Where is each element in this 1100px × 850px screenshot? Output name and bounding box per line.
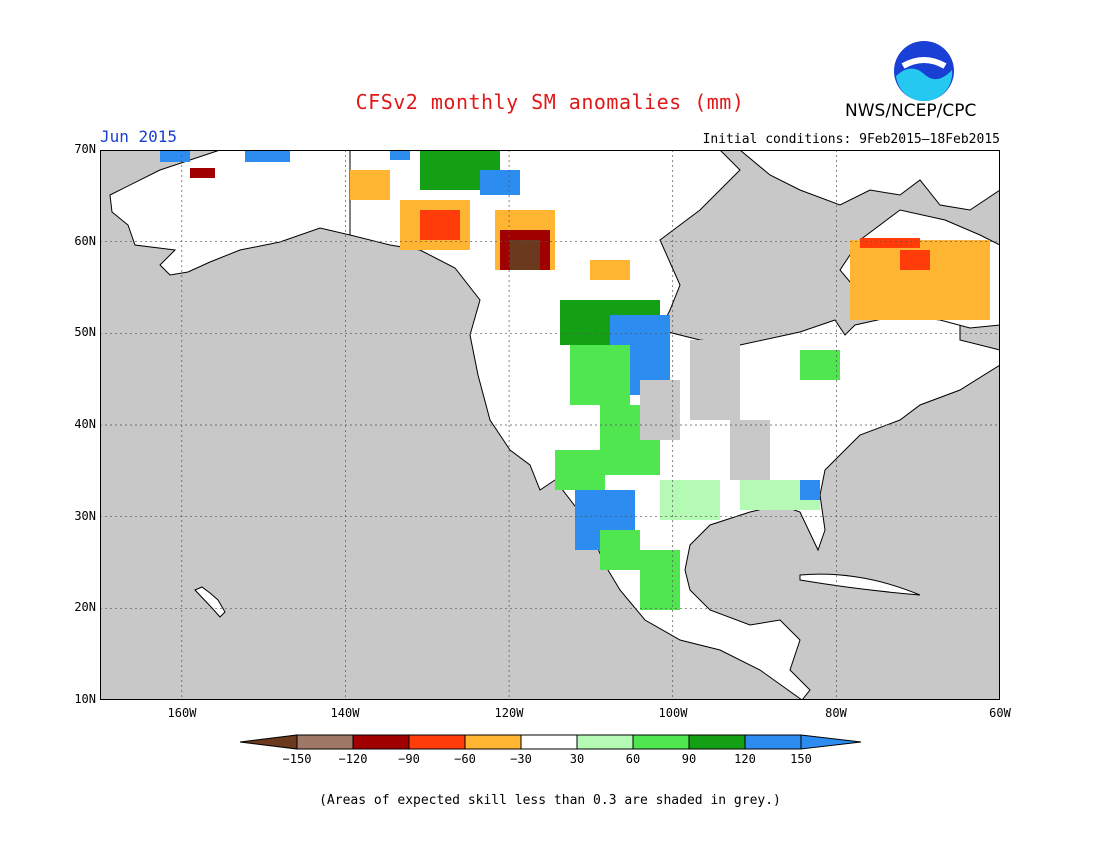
anomaly-cell — [555, 450, 605, 490]
lat-label: 70N — [74, 142, 96, 156]
anomaly-cell — [640, 550, 680, 610]
legend-tick-label: 150 — [790, 752, 812, 766]
arctic-islands — [739, 150, 1000, 211]
legend-swatch — [800, 734, 862, 750]
anomaly-map — [100, 150, 1000, 700]
anomaly-cell — [900, 250, 930, 270]
cuba — [799, 573, 921, 596]
lon-label: 60W — [989, 706, 1011, 720]
legend-tick-label: 60 — [625, 752, 641, 766]
anomaly-cell — [350, 170, 390, 200]
lat-label: 10N — [74, 692, 96, 706]
forecast-period: Jun 2015 — [100, 127, 178, 146]
lat-label: 60N — [74, 234, 96, 248]
legend-tick-label: −60 — [454, 752, 476, 766]
lon-label: 140W — [330, 706, 360, 720]
legend-swatch — [352, 734, 410, 750]
legend-swatch — [576, 734, 634, 750]
legend-swatch — [296, 734, 354, 750]
lon-label: 160W — [167, 706, 197, 720]
legend-swatch — [632, 734, 690, 750]
lat-label: 50N — [74, 325, 96, 339]
masked-cell — [640, 380, 680, 440]
anomaly-cell — [510, 240, 540, 270]
lat-label: 40N — [74, 417, 96, 431]
map-title: CFSv2 monthly SM anomalies (mm) — [355, 90, 745, 114]
legend-tick-label: 120 — [734, 752, 756, 766]
legend-tick-label: −120 — [338, 752, 368, 766]
legend-tick-label: 30 — [569, 752, 585, 766]
masked-regions — [640, 340, 770, 480]
legend-tick-label: −30 — [510, 752, 532, 766]
color-legend — [240, 734, 862, 750]
noaa-logo — [894, 41, 954, 102]
anomaly-cell — [660, 480, 720, 520]
graticule — [100, 150, 1000, 700]
anomaly-cell — [480, 170, 520, 195]
anomaly-cell — [160, 150, 190, 162]
org-label: NWS/NCEP/CPC — [845, 101, 977, 121]
anomaly-cell — [570, 345, 630, 405]
legend-tick-label: −150 — [282, 752, 312, 766]
anomaly-cell — [590, 260, 630, 280]
legend-swatch — [688, 734, 746, 750]
alaska — [109, 150, 351, 276]
legend-swatch — [464, 734, 522, 750]
legend-swatch — [240, 734, 298, 750]
legend-swatch — [520, 734, 578, 750]
anomaly-cell — [800, 350, 840, 380]
lon-label: 120W — [494, 706, 524, 720]
lat-label: 20N — [74, 600, 96, 614]
skill-note: (Areas of expected skill less than 0.3 a… — [319, 793, 781, 808]
hawaii — [194, 586, 226, 618]
lon-label: 80W — [825, 706, 847, 720]
masked-cell — [690, 340, 740, 420]
legend-tick-label: −90 — [398, 752, 420, 766]
lon-label: 100W — [658, 706, 688, 720]
legend-tick-label: 90 — [681, 752, 697, 766]
anomaly-cell — [245, 150, 290, 162]
initial-conditions: Initial conditions: 9Feb2015–18Feb2015 — [702, 132, 1000, 147]
lat-label: 30N — [74, 509, 96, 523]
anomaly-cell — [860, 238, 920, 248]
anomaly-cell — [800, 480, 820, 500]
masked-cell — [730, 420, 770, 480]
anomaly-cell — [600, 530, 640, 570]
anomaly-cell — [190, 168, 215, 178]
legend-swatch — [408, 734, 466, 750]
anomaly-cell — [420, 210, 460, 240]
anomaly-patches — [160, 150, 990, 610]
legend-swatch — [744, 734, 802, 750]
anomaly-cell — [390, 150, 410, 160]
